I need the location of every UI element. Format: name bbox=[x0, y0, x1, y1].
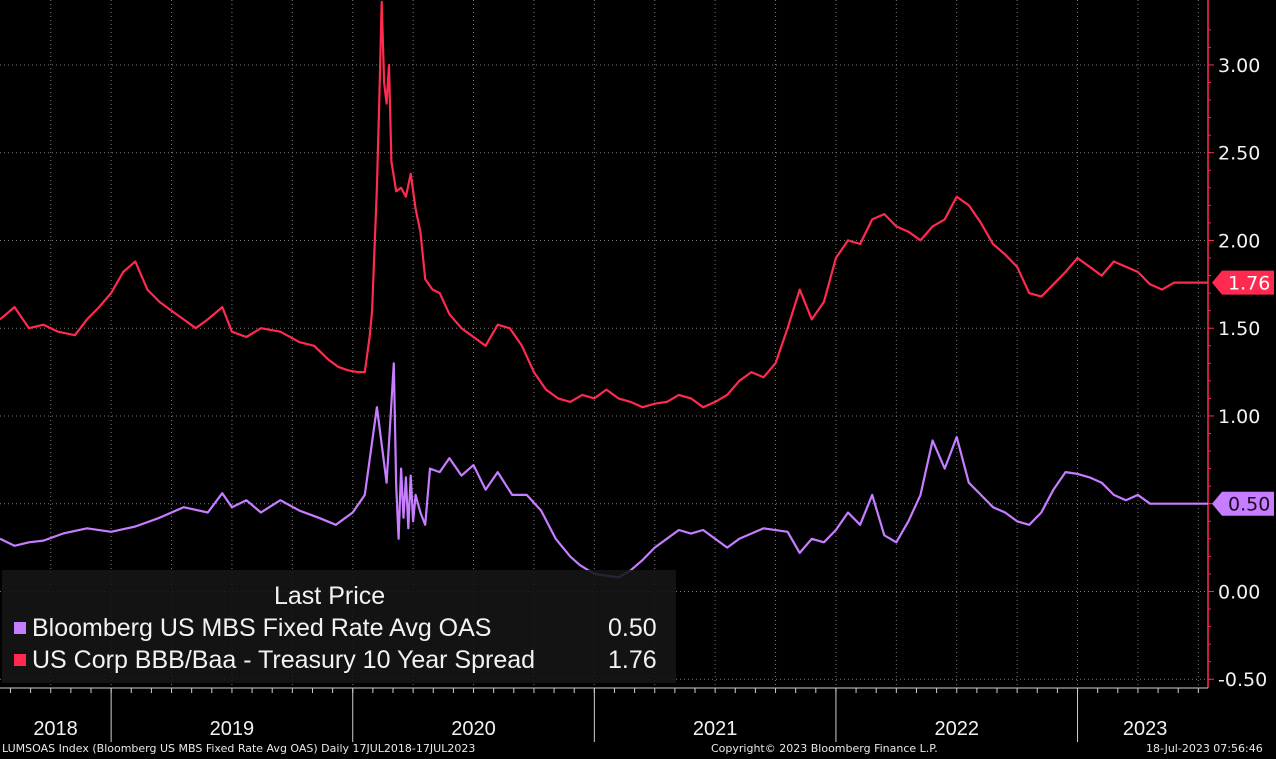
y-tick-label: -0.50 bbox=[1218, 669, 1267, 691]
legend: Last Price Bloomberg US MBS Fixed Rate A… bbox=[2, 570, 676, 683]
y-tick-label: 1.50 bbox=[1218, 318, 1260, 340]
legend-swatch-mbs bbox=[14, 622, 26, 634]
x-year-label: 2018 bbox=[33, 718, 78, 740]
y-tick-label: 2.00 bbox=[1218, 230, 1260, 252]
legend-value-mbs: 0.50 bbox=[608, 614, 657, 642]
legend-value-bbb: 1.76 bbox=[608, 646, 657, 674]
last-value-tag-0 bbox=[1212, 491, 1274, 516]
x-year-label: 2023 bbox=[1123, 718, 1168, 740]
series-line-0 bbox=[0, 362, 1208, 579]
y-tick-label: 1.00 bbox=[1218, 406, 1260, 428]
legend-label-bbb: US Corp BBB/Baa - Treasury 10 Year Sprea… bbox=[32, 646, 536, 674]
footer-source: LUMSOAS Index (Bloomberg US MBS Fixed Ra… bbox=[2, 742, 476, 755]
legend-title: Last Price bbox=[274, 582, 386, 610]
legend-label-mbs: Bloomberg US MBS Fixed Rate Avg OAS bbox=[32, 614, 492, 642]
last-value-label-1: 1.76 bbox=[1228, 273, 1270, 295]
y-tick-label: 2.50 bbox=[1218, 143, 1260, 165]
x-year-label: 2020 bbox=[451, 718, 496, 740]
series-line-1 bbox=[0, 0, 1208, 409]
last-value-label-0: 0.50 bbox=[1228, 494, 1270, 516]
legend-entry-bbb: US Corp BBB/Baa - Treasury 10 Year Sprea… bbox=[14, 646, 535, 675]
x-year-label: 2022 bbox=[934, 718, 979, 740]
legend-entry-mbs: Bloomberg US MBS Fixed Rate Avg OAS bbox=[14, 614, 491, 643]
legend-swatch-bbb bbox=[14, 654, 26, 666]
footer-copyright: Copyright© 2023 Bloomberg Finance L.P. bbox=[711, 742, 938, 755]
last-value-tag-1 bbox=[1212, 270, 1274, 295]
y-tick-label: 3.00 bbox=[1218, 55, 1260, 77]
footer-timestamp: 18-Jul-2023 07:56:46 bbox=[1146, 742, 1263, 755]
x-year-label: 2019 bbox=[210, 718, 255, 740]
y-tick-label: 0.00 bbox=[1218, 581, 1260, 603]
x-year-label: 2021 bbox=[693, 718, 738, 740]
